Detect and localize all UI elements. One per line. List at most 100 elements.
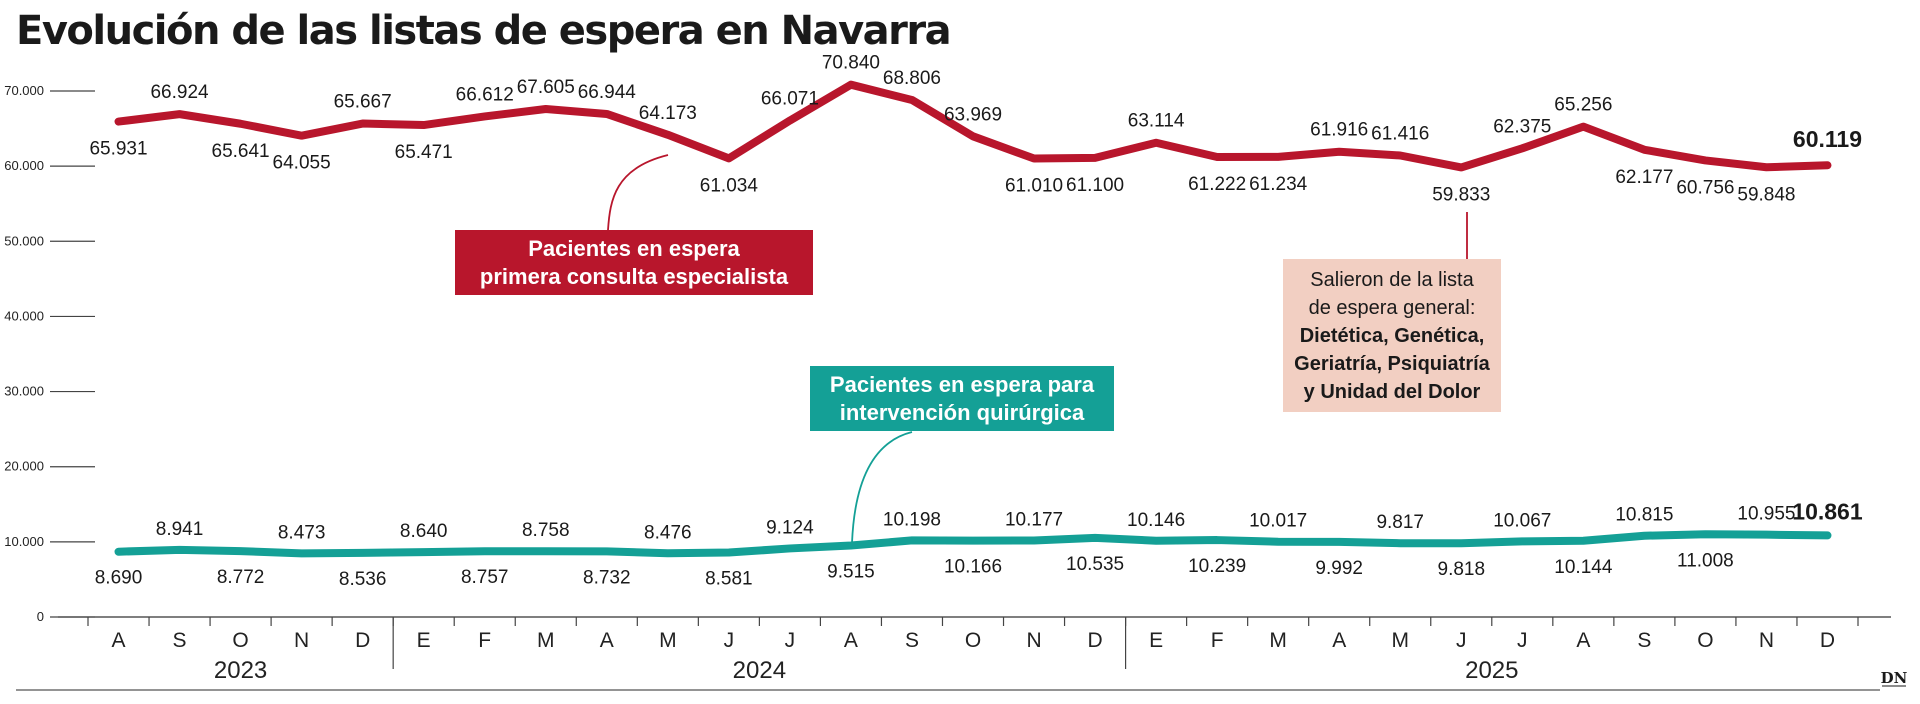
data-point bbox=[787, 546, 792, 551]
x-tick-label: S bbox=[1637, 629, 1651, 652]
data-point bbox=[1398, 541, 1403, 546]
annotations: Pacientes en espera primera consulta espe… bbox=[455, 154, 1501, 544]
data-label: 61.234 bbox=[1249, 174, 1308, 195]
data-point bbox=[665, 132, 670, 137]
data-label: 10.535 bbox=[1066, 554, 1124, 575]
x-tick-label: F bbox=[1211, 629, 1224, 652]
data-label: 65.667 bbox=[334, 92, 392, 113]
data-point bbox=[421, 123, 426, 128]
data-label: 61.100 bbox=[1066, 175, 1124, 196]
data-point bbox=[1093, 155, 1098, 160]
data-label: 65.931 bbox=[89, 139, 147, 160]
data-point bbox=[360, 550, 365, 555]
y-tick-label: 50.000 bbox=[4, 233, 44, 248]
y-tick-label: 40.000 bbox=[4, 308, 44, 323]
data-point bbox=[238, 549, 243, 554]
data-label: 8.772 bbox=[217, 567, 265, 588]
y-tick-label: 60.000 bbox=[4, 158, 44, 173]
data-label: 8.757 bbox=[461, 567, 509, 588]
teal-label-text: Pacientes en espera para bbox=[830, 372, 1095, 397]
data-label: 67.605 bbox=[517, 77, 575, 98]
note-text: de espera general: bbox=[1309, 297, 1476, 319]
data-label: 8.758 bbox=[522, 520, 570, 541]
data-point bbox=[1581, 538, 1586, 543]
data-point bbox=[1825, 533, 1830, 538]
data-point bbox=[971, 134, 975, 139]
data-label: 8.473 bbox=[278, 522, 326, 543]
data-label: 10.861 bbox=[1792, 498, 1863, 524]
data-label: 8.476 bbox=[644, 522, 692, 543]
data-point bbox=[971, 538, 975, 543]
y-tick-label: 70.000 bbox=[4, 83, 44, 98]
teal-label-leader bbox=[851, 431, 913, 544]
note-text: Geriatría, Psiquiatría bbox=[1294, 353, 1491, 375]
x-tick-label: J bbox=[785, 629, 796, 652]
x-tick-label: M bbox=[537, 629, 555, 652]
red-label-text: Pacientes en espera bbox=[528, 236, 740, 261]
x-tick-label: A bbox=[844, 629, 858, 652]
x-tick-label: O bbox=[1697, 629, 1713, 652]
data-point bbox=[482, 549, 487, 554]
data-label: 66.944 bbox=[578, 82, 637, 103]
data-point bbox=[1764, 165, 1769, 170]
data-label: 9.124 bbox=[766, 517, 814, 538]
data-point bbox=[848, 543, 853, 548]
data-point bbox=[238, 121, 243, 126]
y-tick-label: 0 bbox=[37, 609, 44, 624]
data-point bbox=[909, 538, 914, 543]
red-label-text: primera consulta especialista bbox=[480, 264, 789, 289]
data-label: 60.756 bbox=[1676, 177, 1734, 198]
data-point bbox=[848, 82, 853, 87]
data-point bbox=[116, 119, 121, 124]
data-point bbox=[177, 547, 182, 552]
data-point bbox=[604, 111, 609, 116]
x-tick-label: M bbox=[1391, 629, 1409, 652]
data-point bbox=[299, 551, 304, 556]
data-label: 10.144 bbox=[1554, 557, 1613, 578]
x-tick-label: A bbox=[112, 629, 126, 652]
data-label: 9.818 bbox=[1438, 559, 1486, 580]
series-intervencion-quirurgica: 8.690 8.941 8.772 8.473 8.536 8.640 8.757 8.758… bbox=[95, 498, 1863, 589]
x-tick-label: N bbox=[1026, 629, 1041, 652]
data-point bbox=[1215, 538, 1220, 543]
data-point bbox=[1459, 541, 1464, 546]
series-line bbox=[114, 530, 1832, 558]
x-tick-label: D bbox=[1820, 629, 1835, 652]
x-tick-label: D bbox=[355, 629, 370, 652]
data-point bbox=[1337, 539, 1342, 544]
axes: 0 10.000 20.000 30.000 40.000 50.000 60.000 70.… bbox=[4, 83, 1891, 684]
data-point bbox=[543, 106, 548, 111]
data-label: 10.067 bbox=[1493, 510, 1551, 531]
data-point bbox=[726, 156, 731, 161]
red-label-leader bbox=[607, 154, 669, 231]
data-label: 61.010 bbox=[1005, 176, 1063, 197]
x-tick-label: E bbox=[1149, 629, 1163, 652]
data-point bbox=[177, 112, 182, 117]
data-label: 59.848 bbox=[1737, 184, 1795, 205]
data-point bbox=[1032, 538, 1037, 543]
data-point bbox=[1581, 124, 1586, 129]
x-tick-label: A bbox=[600, 629, 614, 652]
data-label: 11.008 bbox=[1677, 550, 1734, 571]
note-box bbox=[1283, 259, 1501, 412]
data-point bbox=[1093, 535, 1098, 540]
note-text: Salieron de la lista bbox=[1310, 269, 1474, 291]
year-label: 2023 bbox=[214, 657, 267, 684]
teal-label-text: intervención quirúrgica bbox=[840, 400, 1085, 425]
data-label: 10.166 bbox=[944, 557, 1002, 578]
data-point bbox=[1459, 165, 1464, 170]
data-label: 65.471 bbox=[395, 142, 453, 163]
red-label-box bbox=[455, 230, 813, 295]
data-point bbox=[604, 549, 609, 554]
data-label: 8.536 bbox=[339, 569, 387, 590]
data-label: 62.177 bbox=[1615, 167, 1673, 188]
data-label: 64.173 bbox=[639, 103, 697, 124]
x-tick-label: M bbox=[1269, 629, 1287, 652]
y-tick-label: 20.000 bbox=[4, 459, 44, 474]
data-point bbox=[299, 133, 304, 138]
data-point bbox=[116, 549, 121, 554]
data-point bbox=[665, 551, 670, 556]
data-point bbox=[1825, 163, 1830, 168]
